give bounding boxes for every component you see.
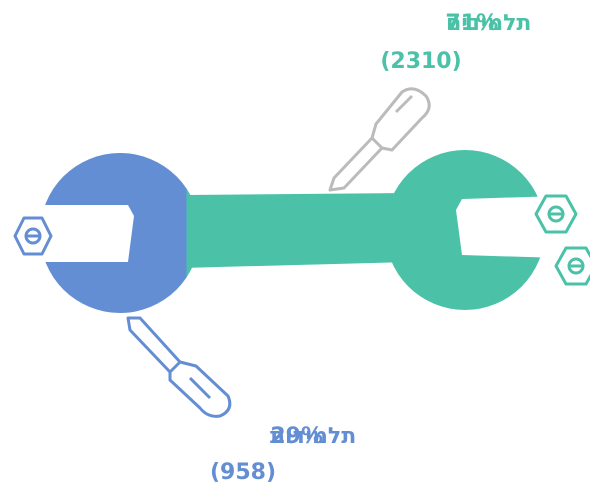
nut-right-2 [554, 246, 590, 286]
count-label: (958) [210, 460, 276, 485]
wrench-jaws [30, 196, 560, 262]
category-label: תלמידות [270, 424, 356, 449]
percent-label: 29% [270, 424, 323, 449]
decorations [13, 87, 590, 418]
nut-left [13, 216, 53, 256]
percent-label: 71% [445, 11, 498, 36]
category-label: תלמידים [446, 11, 531, 36]
screwdriver-bottom [126, 316, 232, 418]
screwdriver-top [328, 87, 431, 192]
count-label: (2310) [380, 49, 461, 74]
nut-right-1 [534, 194, 578, 234]
